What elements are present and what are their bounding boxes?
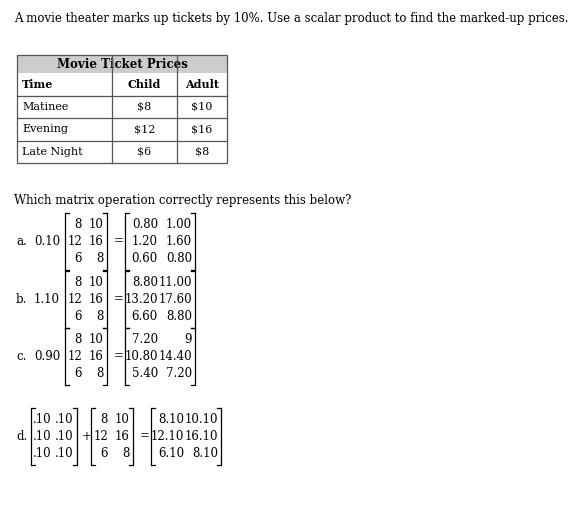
Text: =: = [114, 235, 124, 247]
Text: Adult: Adult [185, 79, 219, 90]
Text: 8.10: 8.10 [192, 447, 218, 459]
Text: 8: 8 [75, 275, 82, 289]
Text: $12: $12 [134, 124, 155, 134]
Text: 0.90: 0.90 [34, 350, 60, 362]
Text: 8: 8 [75, 333, 82, 345]
Text: Movie Ticket Prices: Movie Ticket Prices [57, 58, 188, 71]
Text: Time: Time [22, 79, 53, 90]
Text: $10: $10 [191, 102, 213, 112]
Text: =: = [114, 292, 124, 306]
Text: 5.40: 5.40 [132, 366, 158, 380]
Text: 16: 16 [89, 292, 104, 306]
Text: =: = [140, 430, 150, 443]
Text: b.: b. [16, 292, 28, 306]
Text: 0.60: 0.60 [132, 251, 158, 265]
Text: 10: 10 [89, 275, 104, 289]
Text: A movie theater marks up tickets by 10%. Use a scalar product to find the marked: A movie theater marks up tickets by 10%.… [14, 12, 568, 25]
Text: 1.60: 1.60 [166, 235, 192, 247]
Text: 10.10: 10.10 [184, 412, 218, 426]
Text: 7.20: 7.20 [166, 366, 192, 380]
Text: 16.10: 16.10 [184, 430, 218, 443]
Text: 8.10: 8.10 [158, 412, 184, 426]
Text: 12: 12 [67, 350, 82, 362]
Text: 10: 10 [115, 412, 130, 426]
Text: 13.20: 13.20 [125, 292, 158, 306]
Text: 6: 6 [75, 310, 82, 322]
Text: 0.10: 0.10 [34, 235, 60, 247]
Text: .10: .10 [33, 447, 52, 459]
Text: 11.00: 11.00 [158, 275, 192, 289]
Text: 0.80: 0.80 [166, 251, 192, 265]
Text: 1.20: 1.20 [132, 235, 158, 247]
Bar [17, 55, 227, 73]
Text: 6.10: 6.10 [158, 447, 184, 459]
Text: Evening: Evening [22, 124, 68, 134]
Text: 6: 6 [100, 447, 108, 459]
Text: 10.80: 10.80 [125, 350, 158, 362]
Text: 10: 10 [89, 333, 104, 345]
Text: Child: Child [128, 79, 161, 90]
Text: 6.60: 6.60 [132, 310, 158, 322]
Text: 12: 12 [67, 292, 82, 306]
Text: 16: 16 [89, 235, 104, 247]
Text: 17.60: 17.60 [158, 292, 192, 306]
Text: $6: $6 [137, 147, 152, 157]
Text: 1.00: 1.00 [166, 218, 192, 230]
Text: 14.40: 14.40 [158, 350, 192, 362]
Text: 1.10: 1.10 [34, 292, 60, 306]
Text: .10: .10 [55, 412, 74, 426]
Text: 16: 16 [89, 350, 104, 362]
Text: a.: a. [16, 235, 27, 247]
Text: 6: 6 [75, 366, 82, 380]
Text: 12: 12 [93, 430, 108, 443]
Text: .10: .10 [55, 447, 74, 459]
Text: 9: 9 [184, 333, 192, 345]
Text: d.: d. [16, 430, 27, 443]
Text: Late Night: Late Night [22, 147, 83, 157]
Text: 8.80: 8.80 [166, 310, 192, 322]
Text: 16: 16 [115, 430, 130, 443]
Text: 8: 8 [75, 218, 82, 230]
Text: 10: 10 [89, 218, 104, 230]
Text: 7.20: 7.20 [132, 333, 158, 345]
Text: =: = [114, 350, 124, 362]
Text: 12: 12 [67, 235, 82, 247]
Text: 8: 8 [96, 251, 104, 265]
Text: .10: .10 [55, 430, 74, 443]
Text: Matinee: Matinee [22, 102, 68, 112]
Text: 8: 8 [100, 412, 108, 426]
Text: $8: $8 [195, 147, 209, 157]
Text: $8: $8 [137, 102, 152, 112]
Text: 8: 8 [123, 447, 130, 459]
Text: +: + [82, 430, 92, 443]
Text: 0.80: 0.80 [132, 218, 158, 230]
Text: .10: .10 [33, 430, 52, 443]
Text: 12.10: 12.10 [150, 430, 184, 443]
Text: Which matrix operation correctly represents this below?: Which matrix operation correctly represe… [14, 194, 351, 207]
Text: .10: .10 [33, 412, 52, 426]
Text: c.: c. [16, 350, 26, 362]
Text: $16: $16 [191, 124, 213, 134]
Text: 6: 6 [75, 251, 82, 265]
Bar [17, 55, 227, 163]
Text: 8.80: 8.80 [132, 275, 158, 289]
Text: 8: 8 [96, 366, 104, 380]
Text: 8: 8 [96, 310, 104, 322]
